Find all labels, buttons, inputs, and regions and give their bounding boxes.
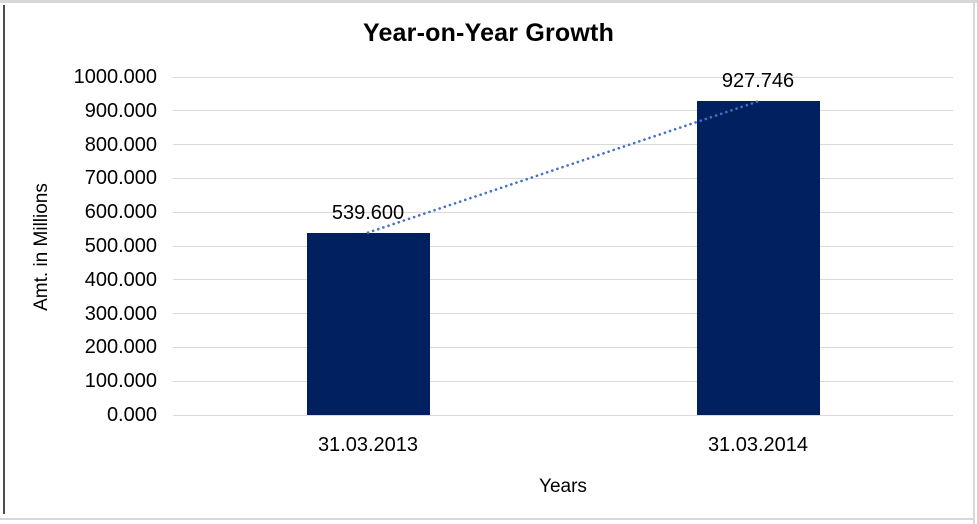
y-tick-label: 500.000	[84, 235, 157, 257]
y-tick-label: 700.000	[84, 167, 157, 190]
trendline-dotted-line	[366, 100, 760, 234]
gridline-300	[173, 313, 953, 315]
y-tick-label: 100.000	[84, 370, 157, 393]
gridline-200	[173, 346, 953, 348]
y-tick-label: 1000.000	[73, 66, 157, 88]
bar-31.03.2014	[696, 101, 820, 415]
data-label: 927.746	[721, 70, 795, 93]
chart-title: Year-on-Year Growth	[362, 19, 615, 47]
gridline-1000	[173, 76, 953, 78]
gridline-0	[173, 414, 953, 416]
trendline	[366, 100, 760, 234]
y-tick-label: 0.000	[106, 404, 157, 426]
y-tick-label: 600.000	[84, 201, 157, 224]
y-tick-label: 900.000	[84, 99, 157, 122]
y-tick-label: 400.000	[84, 268, 157, 291]
y-tick-label: 300.000	[84, 302, 157, 325]
frame-left-border	[3, 5, 5, 514]
gridline-700	[173, 177, 953, 179]
x-axis-title: Years	[539, 476, 587, 497]
gridline-600	[173, 211, 953, 213]
gridline-900	[173, 110, 953, 112]
data-label: 539.600	[331, 201, 405, 224]
frame-bottom-border	[0, 518, 974, 520]
bar-31.03.2013	[306, 232, 430, 415]
frame-top-border	[0, 0, 977, 3]
y-tick-label: 800.000	[84, 133, 157, 156]
x-tick-label: 31.03.2013	[317, 434, 419, 456]
x-tick-label: 31.03.2014	[707, 434, 809, 456]
y-tick-label: 200.000	[84, 336, 157, 359]
frame-right-border	[973, 0, 975, 524]
gridline-100	[173, 380, 953, 382]
gridline-800	[173, 144, 953, 146]
gridline-400	[173, 279, 953, 281]
gridline-500	[173, 245, 953, 247]
plot-area	[173, 76, 953, 416]
